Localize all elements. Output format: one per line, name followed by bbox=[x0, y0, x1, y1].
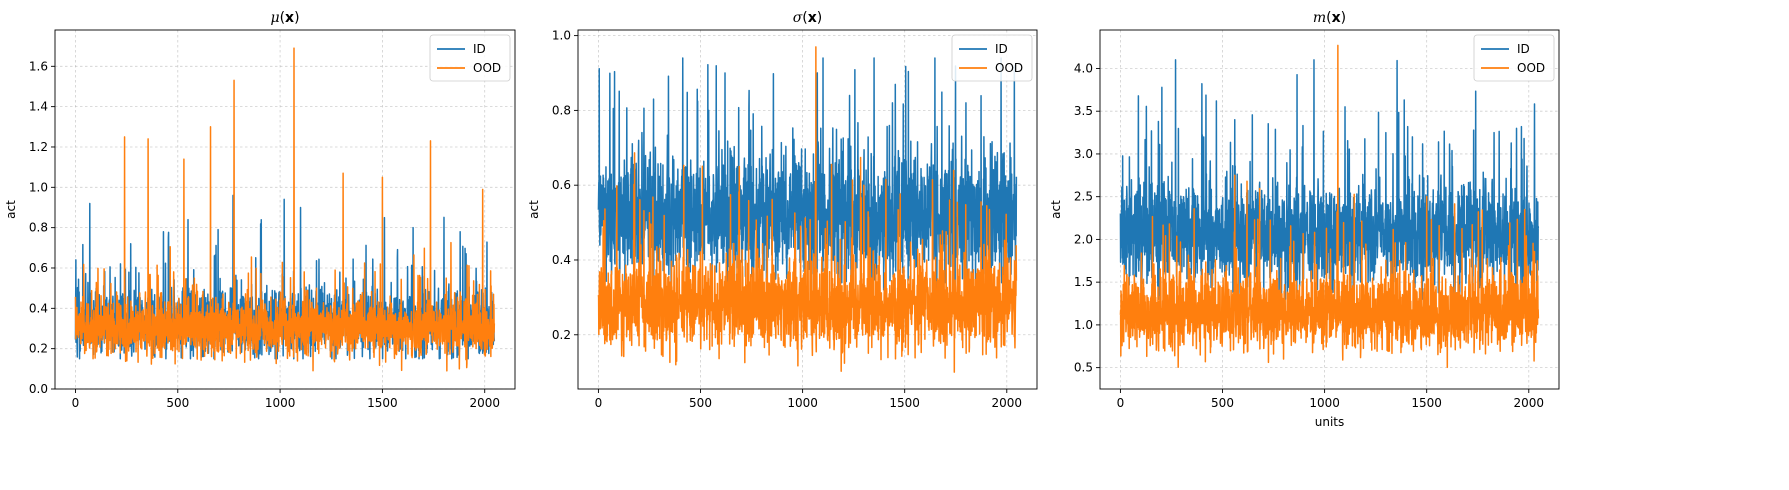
x-tick-label: 0 bbox=[72, 396, 80, 410]
y-tick-label: 0.2 bbox=[29, 342, 48, 356]
x-tick-label: 2000 bbox=[1514, 396, 1545, 410]
axes-frame bbox=[1099, 29, 1560, 390]
y-tick-label: 0.8 bbox=[29, 221, 48, 235]
y-tick-label: 0.5 bbox=[1074, 361, 1093, 375]
x-tick-label: 1000 bbox=[787, 396, 818, 410]
y-tick-label: 1.0 bbox=[29, 180, 48, 194]
y-tick-label: 1.6 bbox=[29, 59, 48, 73]
axes-frame bbox=[577, 29, 1038, 390]
y-tick-label: 4.0 bbox=[1074, 61, 1093, 75]
x-tick-label: 0 bbox=[595, 396, 603, 410]
plot-area bbox=[597, 46, 1018, 373]
y-tick-label: 0.6 bbox=[29, 261, 48, 275]
y-axis-label: act bbox=[1049, 200, 1063, 219]
series-line-ood bbox=[1119, 44, 1540, 369]
y-tick-label: 1.0 bbox=[552, 29, 571, 43]
legend-label-ood: OOD bbox=[995, 61, 1023, 75]
x-axis-label: units bbox=[1315, 415, 1345, 429]
chart-title: σ(x) bbox=[793, 10, 823, 26]
x-tick-label: 0 bbox=[1117, 396, 1125, 410]
legend-label-id: ID bbox=[1517, 42, 1530, 56]
x-tick-label: 1500 bbox=[889, 396, 920, 410]
y-tick-label: 3.0 bbox=[1074, 147, 1093, 161]
chart-panel-3: 0 500 1000 1500 2000 0.5 1.0 1.5 2.0 2.5 3.0 3.5 4.0… bbox=[1049, 10, 1560, 429]
y-tick-label: 0.2 bbox=[552, 328, 571, 342]
x-tick-label: 1500 bbox=[367, 396, 398, 410]
legend-box bbox=[429, 34, 511, 82]
y-tick-label: 0.6 bbox=[552, 178, 571, 192]
y-axis-label: act bbox=[4, 200, 18, 219]
legend: ID OOD bbox=[951, 34, 1033, 82]
legend-label-ood: OOD bbox=[1517, 61, 1545, 75]
y-tick-label: 1.5 bbox=[1074, 275, 1093, 289]
axes-frame bbox=[54, 29, 516, 390]
x-tick-label: 1000 bbox=[1309, 396, 1340, 410]
plot-area bbox=[74, 47, 496, 372]
y-tick-label: 2.0 bbox=[1074, 232, 1093, 246]
series-line-ood bbox=[597, 46, 1018, 373]
legend-box bbox=[1473, 34, 1555, 82]
y-tick-label: 2.5 bbox=[1074, 190, 1093, 204]
chart-panel-2: 0 500 1000 1500 2000 0.2 0.4 0.6 0.8 1.0 act σ(x) ID… bbox=[527, 10, 1038, 410]
plot-area bbox=[1119, 44, 1540, 369]
y-tick-label: 3.5 bbox=[1074, 104, 1093, 118]
y-tick-label: 0.4 bbox=[29, 301, 48, 315]
y-tick-label: 0.0 bbox=[29, 382, 48, 396]
x-tick-label: 2000 bbox=[992, 396, 1023, 410]
x-tick-label: 1000 bbox=[265, 396, 296, 410]
chart-title: μ(x) bbox=[270, 10, 299, 26]
x-tick-label: 500 bbox=[166, 396, 189, 410]
x-tick-label: 1500 bbox=[1411, 396, 1442, 410]
chart-panel-1: 0 500 1000 1500 2000 0.0 0.2 0.4 0.6 0.8 1.0 1.2 1.4… bbox=[4, 10, 516, 410]
series-line-ood bbox=[74, 47, 496, 372]
x-tick-label: 500 bbox=[1211, 396, 1234, 410]
series-line-id bbox=[597, 57, 1018, 291]
legend-box bbox=[951, 34, 1033, 82]
series-line-id bbox=[1119, 59, 1540, 300]
y-tick-label: 1.0 bbox=[1074, 318, 1093, 332]
x-tick-label: 2000 bbox=[469, 396, 500, 410]
legend-label-ood: OOD bbox=[473, 61, 501, 75]
y-axis-label: act bbox=[527, 200, 541, 219]
legend-label-id: ID bbox=[473, 42, 486, 56]
chart-title: m(x) bbox=[1313, 10, 1346, 26]
x-tick-label: 500 bbox=[689, 396, 712, 410]
legend-label-id: ID bbox=[995, 42, 1008, 56]
y-tick-label: 0.4 bbox=[552, 253, 571, 267]
y-tick-label: 1.2 bbox=[29, 140, 48, 154]
legend: ID OOD bbox=[429, 34, 511, 82]
legend: ID OOD bbox=[1473, 34, 1555, 82]
y-tick-label: 1.4 bbox=[29, 100, 48, 114]
y-tick-label: 0.8 bbox=[552, 103, 571, 117]
